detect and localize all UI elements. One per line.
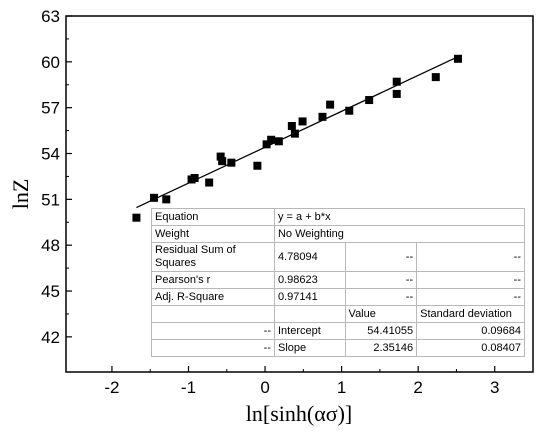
stats-cell: --	[344, 242, 418, 272]
y-tick-label: 42	[41, 328, 60, 347]
stats-cell: --	[344, 288, 418, 306]
stats-cell: Adj. R-Square	[151, 288, 275, 306]
stats-cell: 0.98623	[273, 271, 346, 289]
data-point	[326, 100, 335, 109]
stats-cell	[151, 305, 275, 323]
stats-cell: 2.35146	[344, 339, 418, 357]
stats-cell: Weight	[151, 225, 275, 243]
stats-cell: --	[151, 322, 275, 340]
stats-cell: Residual Sum of Squares	[151, 242, 275, 272]
table-row: -- Slope 2.35146 0.08407	[151, 339, 525, 357]
data-point	[218, 157, 227, 166]
data-point	[150, 193, 159, 202]
stats-cell	[273, 305, 346, 323]
data-point	[162, 195, 171, 204]
y-tick-label: 63	[41, 7, 60, 26]
table-row: Adj. R-Square 0.97141 -- --	[151, 288, 525, 306]
stats-cell: Standard deviation	[416, 305, 525, 323]
y-tick-label: 51	[41, 190, 60, 209]
stats-cell: Equation	[151, 208, 275, 226]
x-axis-ticks: -2 -1 0 1 2 3	[104, 366, 499, 397]
stats-cell: 4.78094	[273, 242, 346, 272]
y-tick-label: 54	[41, 145, 60, 164]
data-point	[431, 73, 440, 82]
fit-statistics-table: Equation y = a + b*x Weight No Weighting…	[151, 208, 526, 357]
x-tick-label: 2	[413, 378, 422, 397]
x-tick-label: -2	[104, 378, 119, 397]
table-row: Value Standard deviation	[151, 305, 525, 323]
y-tick-label: 60	[41, 53, 60, 72]
data-point	[345, 106, 354, 115]
y-tick-label: 48	[41, 236, 60, 255]
stats-cell: --	[151, 339, 275, 357]
stats-cell: --	[416, 271, 525, 289]
data-point	[453, 54, 462, 63]
stats-cell: 54.41055	[344, 322, 418, 340]
data-point	[298, 117, 307, 126]
data-point	[132, 213, 141, 222]
stats-cell: 0.08407	[416, 339, 525, 357]
data-points	[132, 54, 462, 222]
stats-cell: y = a + b*x	[273, 208, 526, 226]
stats-cell: Pearson's r	[151, 271, 275, 289]
data-point	[205, 178, 214, 187]
stats-cell: Slope	[273, 339, 346, 357]
stats-cell: No Weighting	[273, 225, 526, 243]
data-point	[287, 122, 296, 131]
table-row: -- Intercept 54.41055 0.09684	[151, 322, 525, 340]
stats-cell: --	[344, 271, 418, 289]
table-row: Pearson's r 0.98623 -- --	[151, 271, 525, 289]
stats-cell: 0.97141	[273, 288, 346, 306]
table-row: Equation y = a + b*x	[151, 208, 526, 226]
x-tick-label: 1	[337, 378, 346, 397]
data-point	[392, 77, 401, 86]
data-point	[290, 129, 299, 138]
data-point	[190, 173, 199, 182]
data-point	[274, 137, 283, 146]
stats-cell: 0.09684	[416, 322, 525, 340]
table-row: Residual Sum of Squares 4.78094 -- --	[151, 242, 525, 272]
data-point	[318, 112, 327, 121]
data-point	[267, 135, 276, 144]
data-point	[392, 89, 401, 98]
x-axis-title: ln[sinh(ασ)]	[246, 401, 352, 426]
x-tick-label: -1	[181, 378, 196, 397]
data-point	[262, 140, 271, 149]
x-tick-label: 3	[490, 378, 499, 397]
data-point	[216, 152, 225, 161]
y-tick-label: 57	[41, 99, 60, 118]
stats-cell: --	[416, 242, 525, 272]
stats-cell: Intercept	[273, 322, 346, 340]
y-axis-ticks: 42 45 48 51 54 57 60 63	[41, 7, 72, 347]
plot-frame	[65, 15, 534, 373]
y-tick-label: 45	[41, 282, 60, 301]
stats-cell: --	[416, 288, 525, 306]
y-axis-title: lnZ	[8, 179, 33, 210]
data-point	[365, 96, 374, 105]
stats-cell: Value	[344, 305, 418, 323]
x-tick-label: 0	[260, 378, 269, 397]
data-point	[253, 161, 262, 170]
data-point	[227, 158, 236, 167]
table-row: Weight No Weighting	[151, 225, 526, 243]
